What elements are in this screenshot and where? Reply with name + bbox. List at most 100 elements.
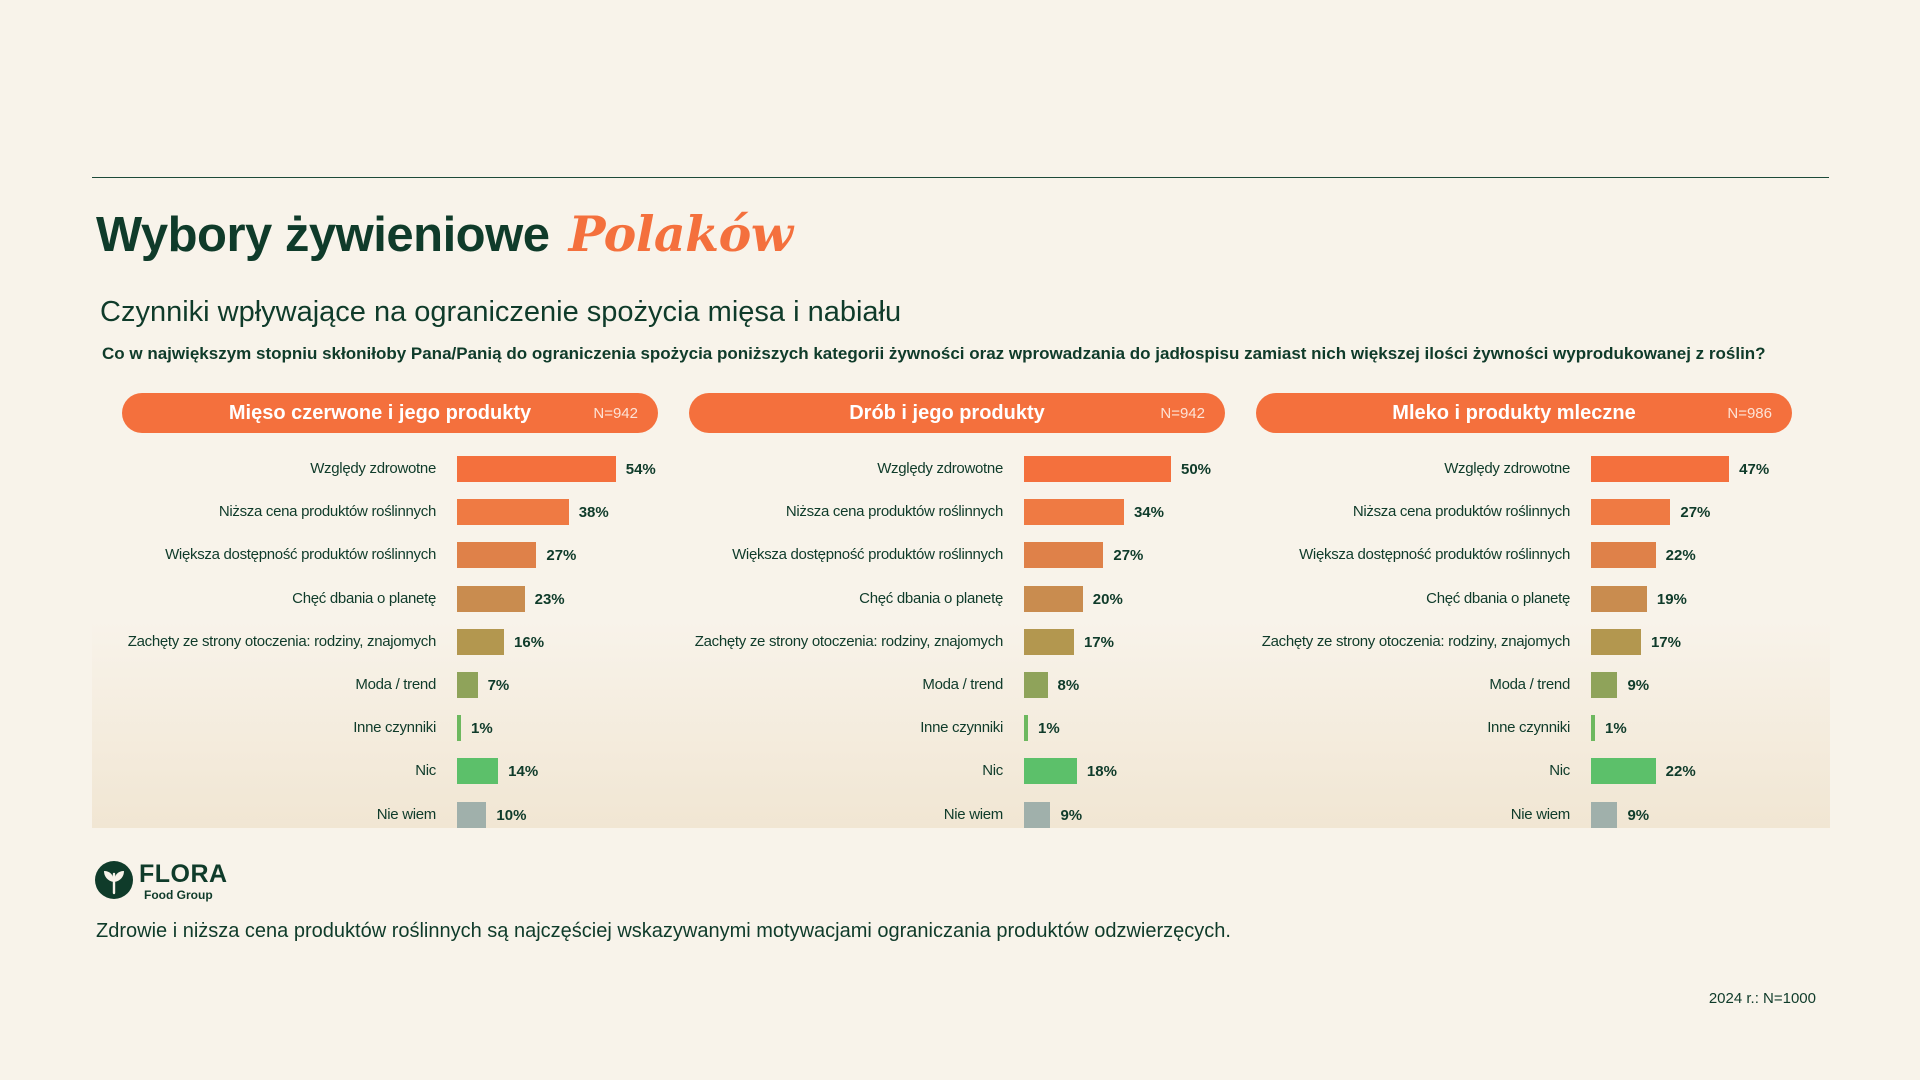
bar (1024, 585, 1083, 612)
bar-value-label: 27% (1680, 504, 1711, 522)
bar-category-label: Nie wiem (1510, 805, 1571, 823)
bar-value-label: 23% (534, 590, 565, 608)
bar-row: Chęć dbania o planetę 19% (1256, 585, 1792, 612)
page-title-main: Wybory żywieniowe (96, 208, 550, 262)
bar-row: Inne czynniki 1% (1256, 715, 1792, 742)
bar (1024, 758, 1077, 785)
bar-value-label: 9% (1627, 677, 1650, 694)
bar-category-label: Inne czynniki (920, 719, 1003, 737)
panel-header: Mleko i produkty mleczne N=986 (1256, 393, 1792, 433)
bar (1024, 801, 1051, 828)
bar-category-label: Zachęty ze strony otoczenia: rodziny, zn… (694, 632, 1004, 650)
panel-title: Mięso czerwone i jego produkty (228, 402, 532, 424)
bar-category-label: Moda / trend (355, 676, 436, 693)
bar-row: Nic 18% (689, 758, 1225, 785)
bar (457, 456, 616, 482)
bar-category-label: Nie wiem (943, 805, 1004, 823)
bar-row: Większa dostępność produktów roślinnych 2… (689, 542, 1225, 569)
bar-value-label: 27% (1113, 547, 1144, 565)
bar-category-label: Nic (982, 762, 1003, 780)
top-divider (92, 177, 1829, 178)
bar-row: Względy zdrowotne 47% (1256, 456, 1792, 482)
bar-row: Nic 14% (122, 758, 658, 785)
bar-value-label: 27% (546, 547, 577, 565)
bar (1024, 456, 1171, 482)
bar (457, 672, 478, 698)
bar-value-label: 19% (1656, 590, 1687, 608)
bar-category-label: Większa dostępność produktów roślinnych (1299, 546, 1570, 564)
bar-row: Chęć dbania o planetę 23% (122, 585, 658, 612)
bar-category-label: Chęć dbania o planetę (292, 589, 436, 607)
panel-sample-size: N=986 (1727, 405, 1772, 422)
bar (1591, 456, 1730, 482)
bar-value-label: 9% (1627, 806, 1650, 824)
bar-category-label: Większa dostępność produktów roślinnych (165, 546, 436, 564)
bar-value-label: 34% (1133, 504, 1164, 522)
bar-category-label: Nic (1549, 762, 1570, 780)
bar-category-label: Względy zdrowotne (310, 460, 436, 477)
bar-value-label: 8% (1057, 677, 1080, 694)
bar-category-label: Moda / trend (922, 676, 1003, 693)
bar-value-label: 17% (1083, 633, 1114, 651)
bar-row: Względy zdrowotne 50% (689, 456, 1225, 482)
bar (1591, 801, 1618, 828)
bar-category-label: Inne czynniki (353, 719, 436, 737)
page-title-accent: Polaków (568, 205, 793, 263)
bar-value-label: 1% (1605, 720, 1627, 738)
bar (457, 499, 569, 526)
logo-wordmark: FLORA (139, 860, 228, 888)
survey-question: Co w największym stopniu skłoniłoby Pana… (102, 344, 1766, 363)
bar-value-label: 14% (508, 763, 539, 781)
bar-value-label: 22% (1665, 547, 1696, 565)
leaf-logo-icon (95, 861, 133, 899)
chart-panel-red-meat: Mięso czerwone i jego produkty N=942 Wzg… (122, 393, 658, 833)
bar-value-label: 54% (625, 461, 656, 478)
bar (457, 542, 537, 569)
bar (1591, 585, 1647, 612)
bar-row: Chęć dbania o planetę 20% (689, 585, 1225, 612)
bar-category-label: Względy zdrowotne (1444, 460, 1570, 477)
bar-row: Inne czynniki 1% (122, 715, 658, 742)
bar-row: Niższa cena produktów roślinnych 27% (1256, 499, 1792, 526)
bar (457, 801, 487, 828)
bar-value-label: 50% (1181, 461, 1212, 478)
bar-value-label: 22% (1665, 763, 1696, 781)
bar-value-label: 47% (1739, 461, 1770, 478)
bar-category-label: Niższa cena produktów roślinnych (218, 503, 436, 521)
bar-row: Zachęty ze strony otoczenia: rodziny, zn… (122, 628, 658, 655)
panel-title: Mleko i produkty mleczne (1392, 402, 1636, 424)
bar-row: Nie wiem 9% (689, 801, 1225, 828)
section-subtitle: Czynniki wpływające na ograniczenie spoż… (100, 296, 902, 328)
bar-category-label: Niższa cena produktów roślinnych (1352, 503, 1570, 521)
bar-row: Zachęty ze strony otoczenia: rodziny, zn… (1256, 628, 1792, 655)
bar-row: Nie wiem 10% (122, 801, 658, 828)
bar (457, 628, 505, 655)
panel-header: Drób i jego produkty N=942 (689, 393, 1225, 433)
bar-category-label: Względy zdrowotne (877, 460, 1003, 477)
bar-row: Niższa cena produktów roślinnych 38% (122, 499, 658, 526)
bar (1024, 542, 1104, 569)
bar (457, 715, 461, 742)
footer-note: Zdrowie i niższa cena produktów roślinny… (96, 920, 1231, 942)
bar-category-label: Nie wiem (376, 805, 437, 823)
bar-category-label: Zachęty ze strony otoczenia: rodziny, zn… (127, 632, 437, 650)
bar-value-label: 7% (487, 677, 510, 694)
bar-row: Moda / trend 9% (1256, 672, 1792, 698)
bar-category-label: Większa dostępność produktów roślinnych (732, 546, 1003, 564)
bar-category-label: Nic (415, 762, 436, 780)
bar-row: Większa dostępność produktów roślinnych 2… (122, 542, 658, 569)
bar-row: Moda / trend 8% (689, 672, 1225, 698)
chart-panel-poultry: Drób i jego produkty N=942 Względy zdrow… (689, 393, 1225, 833)
bar-row: Inne czynniki 1% (689, 715, 1225, 742)
bar-value-label: 1% (471, 720, 493, 738)
bar-value-label: 10% (496, 806, 527, 824)
bar-value-label: 17% (1650, 633, 1681, 651)
bar-category-label: Chęć dbania o planetę (1426, 589, 1570, 607)
panel-title: Drób i jego produkty (849, 402, 1045, 424)
bar-value-label: 38% (578, 504, 609, 522)
logo-subtitle: Food Group (144, 888, 213, 902)
bar (1591, 628, 1641, 655)
bar-value-label: 16% (514, 633, 545, 651)
bar (1024, 672, 1048, 698)
panel-sample-size: N=942 (593, 405, 638, 422)
